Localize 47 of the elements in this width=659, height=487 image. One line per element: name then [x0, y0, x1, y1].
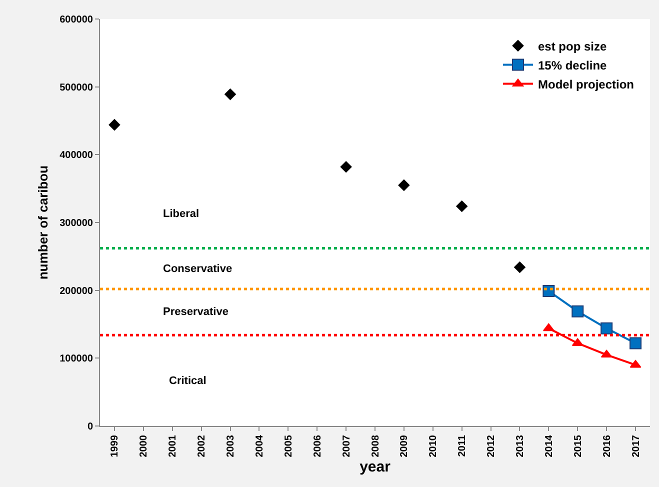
- point: [630, 360, 642, 368]
- y-tick-label: 400000: [60, 150, 94, 162]
- x-tick-label: 2005: [283, 434, 294, 458]
- x-tick-label: 2016: [602, 434, 613, 458]
- legend-label: est pop size: [538, 39, 608, 54]
- point: [600, 322, 613, 334]
- x-tick-label: 2001: [168, 434, 179, 458]
- y-tick-label: 100000: [60, 354, 94, 365]
- legend-label: 15% decline: [538, 58, 608, 72]
- x-tick-label: 2000: [138, 434, 150, 458]
- y-tick-label: 200000: [60, 286, 94, 297]
- annotation: Critical: [169, 375, 206, 387]
- point: [542, 323, 554, 332]
- point: [340, 161, 352, 173]
- point: [572, 305, 584, 318]
- point: [600, 350, 612, 358]
- x-tick-label: 2002: [196, 434, 208, 458]
- y-axis-title: number of caribou: [36, 165, 51, 280]
- x-tick-label: 2009: [399, 434, 410, 458]
- x-tick-label: 2003: [226, 434, 237, 458]
- x-tick-label: 2013: [514, 434, 526, 458]
- y-tick-label: 500000: [60, 82, 94, 94]
- point: [514, 262, 526, 273]
- point: [224, 88, 236, 100]
- x-tick-label: 2004: [254, 434, 266, 458]
- y-tick-label: 600000: [60, 14, 94, 26]
- point: [630, 337, 642, 350]
- point: [398, 179, 410, 191]
- legend-label: Model projection: [538, 77, 634, 92]
- annotation: Conservative: [163, 263, 232, 275]
- x-tick-label: 2008: [370, 434, 382, 458]
- point: [108, 119, 120, 131]
- x-tick-label: 2007: [341, 434, 352, 458]
- x-tick-label: 2010: [428, 434, 440, 458]
- x-tick-label: 2015: [572, 434, 584, 458]
- x-axis-title: year: [360, 458, 391, 476]
- point: [456, 200, 468, 212]
- x-tick-label: 2006: [312, 434, 324, 458]
- x-tick-label: 2017: [630, 434, 642, 458]
- x-tick-label: 2012: [486, 434, 498, 458]
- x-tick-label: 2014: [544, 434, 555, 458]
- y-tick-label: 300000: [60, 218, 94, 229]
- annotation: Liberal: [163, 208, 200, 220]
- y-tick-label: 0: [87, 422, 94, 432]
- x-tick-label: 2011: [457, 434, 468, 457]
- x-tick-label: 1999: [110, 434, 121, 458]
- annotation: Preservative: [163, 306, 228, 318]
